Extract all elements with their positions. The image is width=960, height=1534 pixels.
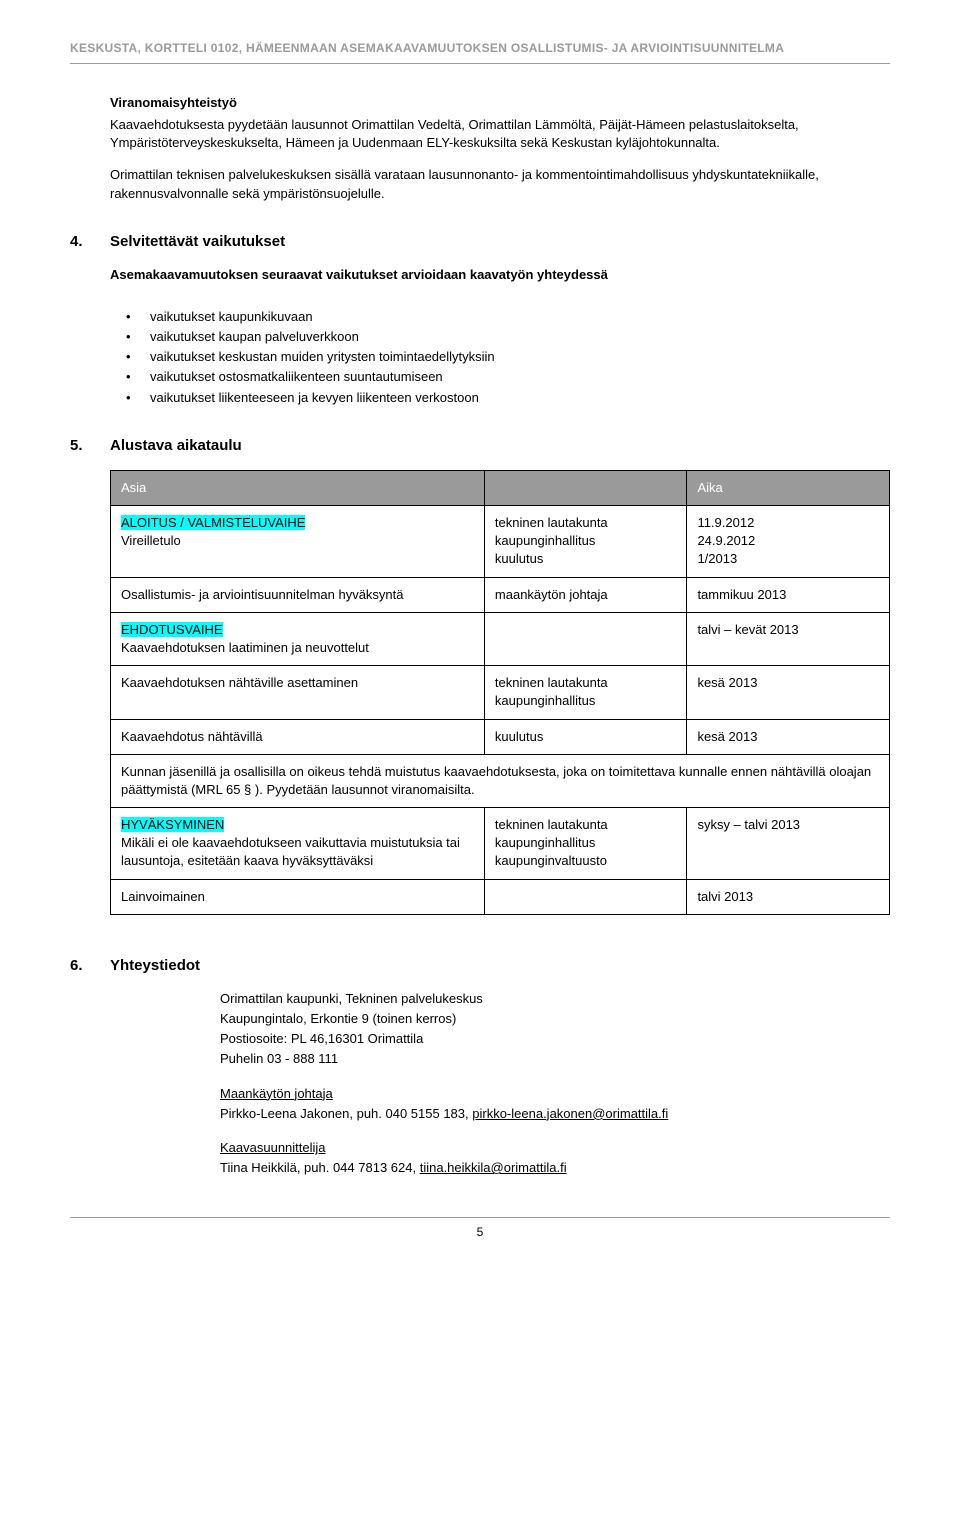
section-6-heading: 6. Yhteystiedot: [70, 955, 890, 976]
row-mid: tekninen lautakunta kaupunginhallitus ka…: [484, 808, 687, 880]
row-label: Osallistumis- ja arviointisuunnitelman h…: [111, 577, 485, 612]
section-6-title: Yhteystiedot: [110, 955, 200, 976]
phase-ehdotus: EHDOTUSVAIHE: [121, 622, 223, 637]
org-line: Postiosoite: PL 46,16301 Orimattila: [220, 1030, 890, 1048]
row-mid: kuulutus: [484, 719, 687, 754]
list-item: vaikutukset liikenteeseen ja kevyen liik…: [126, 389, 890, 407]
table-row: ALOITUS / VALMISTELUVAIHE Vireilletulo t…: [111, 506, 890, 578]
phase-aloitus: ALOITUS / VALMISTELUVAIHE: [121, 515, 305, 530]
contact-block: Orimattilan kaupunki, Tekninen palveluke…: [110, 990, 890, 1178]
viranomais-p2: Orimattilan teknisen palvelukeskuksen si…: [110, 166, 890, 202]
viranomais-block: Viranomaisyhteistyö Kaavaehdotuksesta py…: [110, 94, 890, 203]
list-item: vaikutukset kaupunkikuvaan: [126, 308, 890, 326]
row-label: Kaavaehdotuksen laatiminen ja neuvottelu…: [121, 640, 369, 655]
org-line: Kaupungintalo, Erkontie 9 (toinen kerros…: [220, 1010, 890, 1028]
table-row-span: Kunnan jäsenillä ja osallisilla on oikeu…: [111, 754, 890, 807]
page-header: KESKUSTA, KORTTELI 0102, HÄMEENMAAN ASEM…: [70, 40, 890, 64]
row-label: Mikäli ei ole kaavaehdotukseen vaikuttav…: [121, 835, 460, 868]
section-5-heading: 5. Alustava aikataulu: [70, 435, 890, 456]
row-label: Vireilletulo: [121, 533, 181, 548]
section-5-num: 5.: [70, 435, 110, 456]
contact-line: Pirkko-Leena Jakonen, puh. 040 5155 183,…: [220, 1105, 890, 1123]
contact-email-link[interactable]: pirkko-leena.jakonen@orimattila.fi: [472, 1106, 668, 1121]
phase-hyvaksyminen: HYVÄKSYMINEN: [121, 817, 224, 832]
page-footer: 5: [70, 1217, 890, 1241]
contact-email-link[interactable]: tiina.heikkila@orimattila.fi: [420, 1160, 567, 1175]
table-row: HYVÄKSYMINEN Mikäli ei ole kaavaehdotuks…: [111, 808, 890, 880]
th-aika: Aika: [687, 470, 890, 505]
contact-role: Kaavasuunnittelija: [220, 1139, 890, 1157]
row-span-text: Kunnan jäsenillä ja osallisilla on oikeu…: [111, 754, 890, 807]
section-4-title: Selvitettävät vaikutukset: [110, 231, 285, 252]
contact-text: Tiina Heikkilä, puh. 044 7813 624,: [220, 1160, 420, 1175]
section-4-num: 4.: [70, 231, 110, 252]
contact-role: Maankäytön johtaja: [220, 1085, 890, 1103]
list-item: vaikutukset keskustan muiden yritysten t…: [126, 348, 890, 366]
table-row: Kaavaehdotuksen nähtäville asettaminen t…: [111, 666, 890, 719]
viranomais-title: Viranomaisyhteistyö: [110, 94, 890, 112]
schedule-table: Asia Aika ALOITUS / VALMISTELUVAIHE Vire…: [110, 470, 890, 915]
row-time: 11.9.2012 24.9.2012 1/2013: [687, 506, 890, 578]
section-4-body: Asemakaavamuutoksen seuraavat vaikutukse…: [110, 266, 890, 284]
row-label: Kaavaehdotus nähtävillä: [111, 719, 485, 754]
contact-1: Maankäytön johtaja Pirkko-Leena Jakonen,…: [220, 1085, 890, 1123]
table-row: EHDOTUSVAIHE Kaavaehdotuksen laatiminen …: [111, 612, 890, 665]
row-mid: tekninen lautakunta kaupunginhallitus: [484, 666, 687, 719]
th-blank: [484, 470, 687, 505]
section-4-heading: 4. Selvitettävät vaikutukset: [70, 231, 890, 252]
row-mid: tekninen lautakunta kaupunginhallitus ku…: [484, 506, 687, 578]
section-4-intro: Asemakaavamuutoksen seuraavat vaikutukse…: [110, 266, 890, 284]
row-time: talvi – kevät 2013: [687, 612, 890, 665]
contact-text: Pirkko-Leena Jakonen, puh. 040 5155 183,: [220, 1106, 472, 1121]
table-row: Osallistumis- ja arviointisuunnitelman h…: [111, 577, 890, 612]
viranomais-p1: Kaavaehdotuksesta pyydetään lausunnot Or…: [110, 116, 890, 152]
contact-2: Kaavasuunnittelija Tiina Heikkilä, puh. …: [220, 1139, 890, 1177]
org-group: Orimattilan kaupunki, Tekninen palveluke…: [220, 990, 890, 1069]
org-line: Orimattilan kaupunki, Tekninen palveluke…: [220, 990, 890, 1008]
row-mid: [484, 612, 687, 665]
row-label: Lainvoimainen: [111, 879, 485, 914]
table-row: Kaavaehdotus nähtävillä kuulutus kesä 20…: [111, 719, 890, 754]
row-label: Kaavaehdotuksen nähtäville asettaminen: [111, 666, 485, 719]
section-6-num: 6.: [70, 955, 110, 976]
contact-line: Tiina Heikkilä, puh. 044 7813 624, tiina…: [220, 1159, 890, 1177]
org-line: Puhelin 03 - 888 111: [220, 1050, 890, 1068]
row-mid: [484, 879, 687, 914]
section-5-title: Alustava aikataulu: [110, 435, 242, 456]
row-time: kesä 2013: [687, 666, 890, 719]
row-time: talvi 2013: [687, 879, 890, 914]
section-4-list: vaikutukset kaupunkikuvaan vaikutukset k…: [126, 308, 890, 407]
list-item: vaikutukset kaupan palveluverkkoon: [126, 328, 890, 346]
table-row: Lainvoimainen talvi 2013: [111, 879, 890, 914]
table-header-row: Asia Aika: [111, 470, 890, 505]
th-asia: Asia: [111, 470, 485, 505]
row-time: tammikuu 2013: [687, 577, 890, 612]
row-mid: maankäytön johtaja: [484, 577, 687, 612]
row-time: kesä 2013: [687, 719, 890, 754]
list-item: vaikutukset ostosmatkaliikenteen suuntau…: [126, 368, 890, 386]
row-time: syksy – talvi 2013: [687, 808, 890, 880]
